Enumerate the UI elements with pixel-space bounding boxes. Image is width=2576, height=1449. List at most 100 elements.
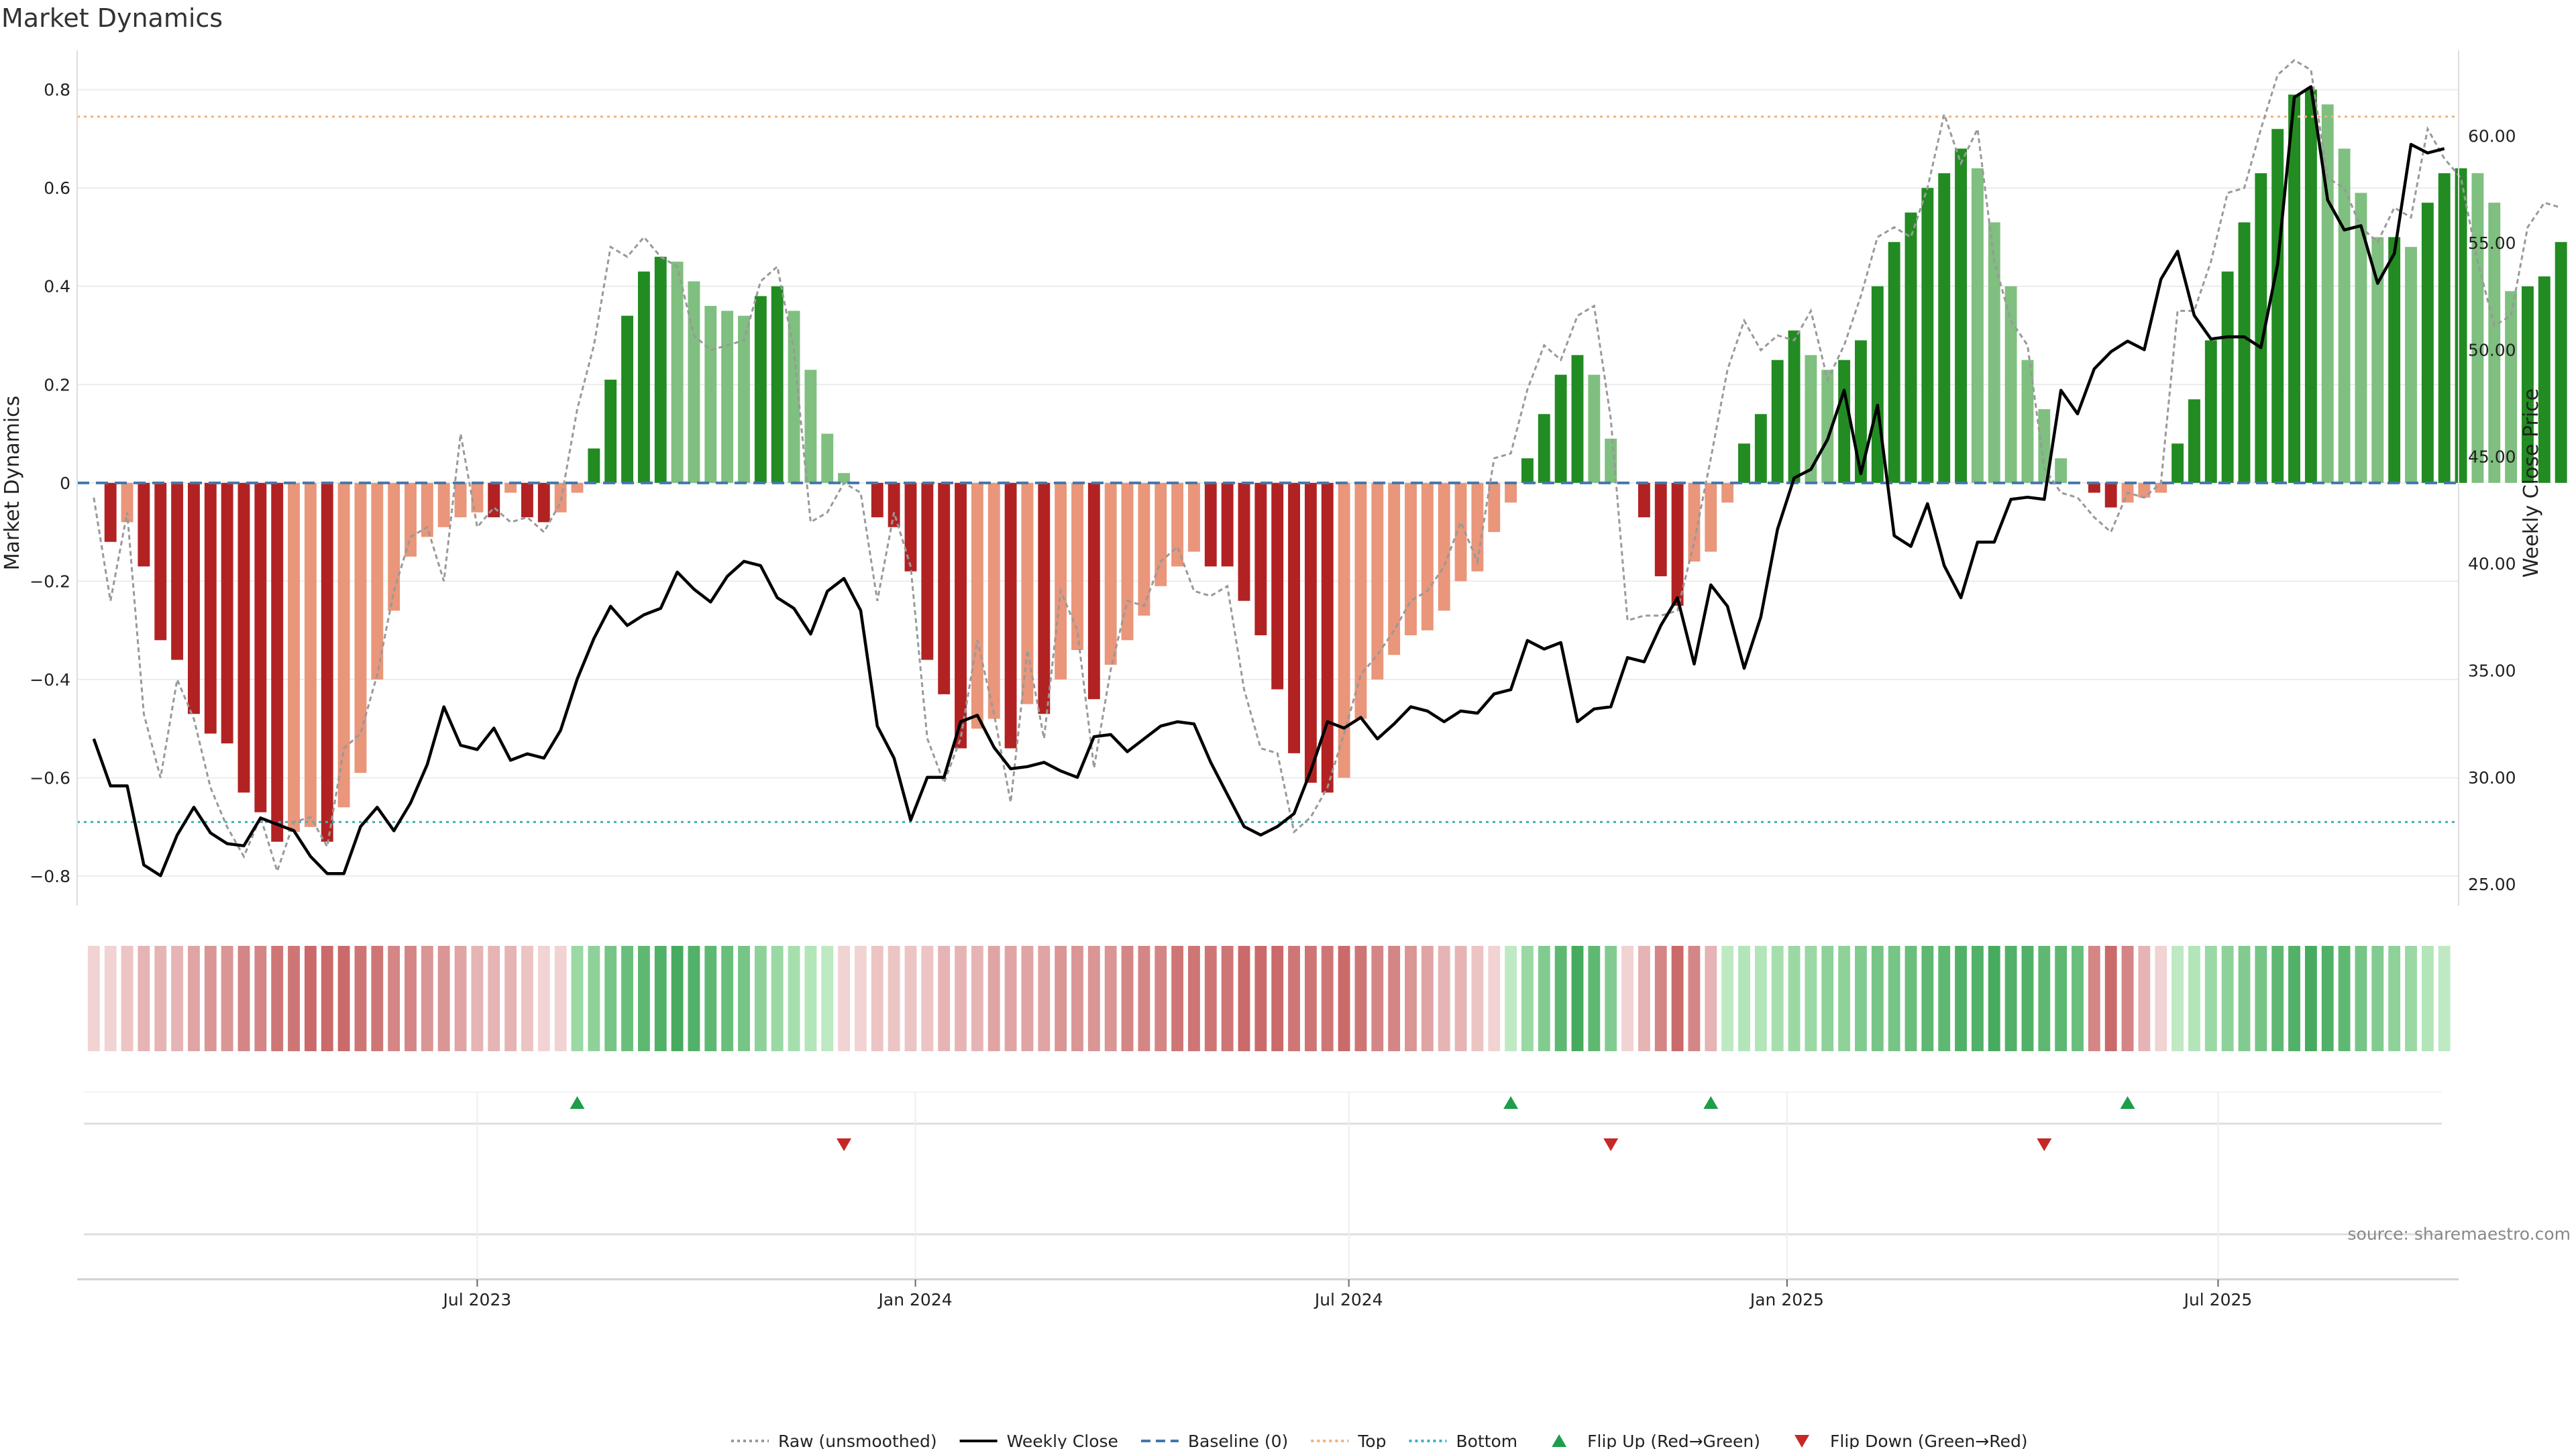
legend-item: Weekly Close [959, 1432, 1118, 1449]
bar [654, 256, 667, 483]
strip-cell [821, 946, 834, 1051]
bar [888, 482, 900, 527]
bar [1471, 482, 1484, 572]
strip-cell [1087, 946, 1100, 1051]
bar [921, 482, 934, 660]
bar [1554, 374, 1567, 483]
bar [1605, 438, 1617, 483]
strip-cell [1055, 946, 1067, 1051]
bar [621, 315, 633, 483]
strip-cell [2038, 946, 2051, 1051]
bar [2405, 247, 2417, 483]
bar [504, 482, 517, 493]
bar [1021, 482, 1034, 704]
bar [1654, 482, 1667, 577]
bar [471, 482, 484, 513]
bar [321, 482, 333, 842]
bar [1171, 482, 1184, 567]
strip-cell [388, 946, 400, 1051]
bar [2204, 340, 2217, 483]
y-right-tick-label: 35.00 [2468, 661, 2516, 680]
legend-item: Top [1311, 1432, 1386, 1449]
legend-label: Flip Down (Green→Red) [1830, 1432, 2028, 1449]
bar [721, 311, 734, 483]
strip-cell [1938, 946, 1951, 1051]
strip-cell [1321, 946, 1334, 1051]
bar [1805, 355, 1817, 483]
bar [188, 482, 200, 714]
bar [1288, 482, 1300, 753]
state-strip [87, 946, 2451, 1051]
strip-cell [2288, 946, 2300, 1051]
strip-cell [271, 946, 284, 1051]
bar [1055, 482, 1067, 680]
strip-cell [537, 946, 550, 1051]
bar [571, 482, 584, 493]
flip-down-marker [1603, 1138, 1619, 1151]
strip-cell [2304, 946, 2317, 1051]
strip-cell [221, 946, 233, 1051]
strip-cell [1338, 946, 1350, 1051]
bar [1488, 482, 1501, 533]
strip-cell [1155, 946, 1167, 1051]
bar [2522, 286, 2534, 483]
bar [237, 482, 250, 793]
y-right-tick-label: 40.00 [2468, 554, 2516, 574]
chart-title: Market Dynamics [1, 3, 223, 33]
bar [104, 482, 117, 542]
bar [2371, 237, 2384, 483]
strip-cell [654, 946, 667, 1051]
strip-cell [571, 946, 584, 1051]
legend-label: Flip Up (Red→Green) [1587, 1432, 1760, 1449]
bar [1771, 360, 1784, 483]
strip-cell [1004, 946, 1017, 1051]
y-left-tick-label: 0.8 [44, 80, 70, 100]
bar [804, 370, 817, 483]
bar [1571, 355, 1584, 483]
strip-cell [1638, 946, 1650, 1051]
bar [1688, 482, 1701, 562]
bar [204, 482, 217, 734]
strip-cell [2055, 946, 2068, 1051]
y-left-tick-label: 0 [60, 474, 70, 493]
bar [604, 379, 617, 483]
strip-cell [1188, 946, 1200, 1051]
strip-cell [1688, 946, 1701, 1051]
strip-cell [488, 946, 500, 1051]
strip-cell [2255, 946, 2267, 1051]
bar [821, 433, 834, 483]
strip-cell [321, 946, 333, 1051]
bar-series [104, 89, 2567, 842]
bar [1754, 414, 1767, 483]
bar [1904, 212, 1917, 483]
strip-cell [138, 946, 150, 1051]
strip-cell [2088, 946, 2100, 1051]
strip-cell [1855, 946, 1867, 1051]
bar [2255, 173, 2267, 483]
strip-cell [1621, 946, 1633, 1051]
strip-cell [1821, 946, 1834, 1051]
strip-cell [838, 946, 851, 1051]
strip-cell [2072, 946, 2084, 1051]
source-note: source: sharemaestro.com [2348, 1224, 2571, 1244]
bar [704, 306, 717, 483]
bar [2188, 399, 2200, 483]
bar [2555, 241, 2567, 483]
strip-cell [1588, 946, 1601, 1051]
strip-cell [2155, 946, 2167, 1051]
strip-cell [1405, 946, 1417, 1051]
strip-cell [1288, 946, 1300, 1051]
bar [2171, 443, 2184, 483]
bar [221, 482, 233, 744]
bar [637, 271, 650, 483]
flip-markers-panel [77, 1091, 2459, 1281]
x-tick-label: Jul 2024 [1313, 1290, 1383, 1309]
strip-cell [1354, 946, 1367, 1051]
legend-label: Top [1357, 1432, 1386, 1449]
strip-cell [804, 946, 817, 1051]
bar [1971, 168, 1984, 483]
strip-cell [788, 946, 800, 1051]
strip-cell [1788, 946, 1801, 1051]
strip-cell [871, 946, 883, 1051]
bar [2321, 104, 2334, 483]
